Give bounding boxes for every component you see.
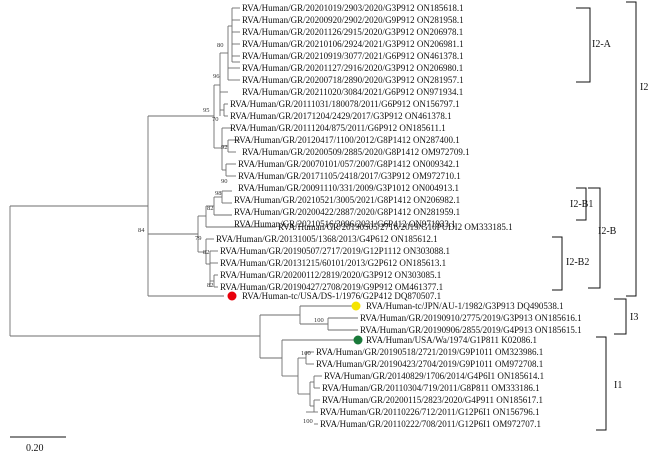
- taxon-label: RVA/Human/GR/20210106/2924/2021/G3P912 O…: [242, 39, 464, 49]
- clade-label-i2-b1: I2-B1: [570, 199, 593, 210]
- scale-bar: 0.20: [10, 436, 66, 452]
- clade-bracket-i2-b: [588, 187, 601, 289]
- taxon-label: RVA/Human/GR/20200509/2885/2020/G8P1412 …: [242, 147, 470, 157]
- taxon-label: RVA/Human/GR/20190507/2717/2019/G12P1112…: [220, 246, 450, 256]
- taxon-label: RVA/Human/GR/20210516/3096/2021/G6P412 O…: [234, 219, 456, 229]
- taxon-label: RVA/Human/GR/20200920/2902/2020/G9P912 O…: [242, 15, 464, 25]
- taxon-label: RVA/Human/GR/20070101/057/2007/G8P1412 O…: [238, 159, 460, 169]
- taxon-label: RVA/Human-tc/JPN/AU-1/1982/G3P913 DQ4905…: [366, 301, 564, 311]
- bootstrap-value: 80: [217, 42, 224, 49]
- taxon-label: RVA/Human/GR/20091110/331/2009/G3P1012 O…: [238, 183, 459, 193]
- taxon-label: RVA/Human/GR/20190910/2775/2019/G3P913 O…: [360, 313, 582, 323]
- ds1-reference-marker: [227, 291, 237, 301]
- taxon-label: RVA/Human/GR/20190505/2716/2019/G10PUDI2…: [278, 222, 513, 232]
- reference-markers: [227, 291, 363, 345]
- taxon-label: RVA/Human/GR/20110226/712/2011/G12P6I1 O…: [320, 407, 539, 417]
- bootstrap-value: 79: [195, 235, 202, 242]
- taxon-label: RVA/Human/GR/20200422/2887/2020/G8P1412 …: [234, 207, 460, 217]
- clade-bracket-i1: [596, 336, 607, 431]
- taxon-labels: RVA/Human/GR/20201019/2903/2020/G3P912 O…: [216, 3, 582, 429]
- taxon-label: RVA/Human/GR/20190906/2855/2019/G4P913 O…: [360, 325, 582, 335]
- taxon-label: RVA/Human/GR/20210919/3077/2021/G6P912 O…: [242, 51, 464, 61]
- taxon-label: RVA/Human/GR/20110222/708/2011/G12P6I1 O…: [320, 419, 541, 429]
- clade-brackets: I2-A I2-B1 I2-B I2-B2 I2 I3 I1: [552, 1, 648, 431]
- bootstrap-value: 98: [215, 190, 222, 197]
- bootstrap-value: 82: [203, 249, 210, 256]
- taxon-label: RVA/Human/GR/20171204/2429/2017/G3P912 O…: [230, 111, 452, 121]
- clade-label-i2-a: I2-A: [592, 39, 612, 50]
- taxon-label: RVA/Human/GR/20201127/2916/2020/G3P912 O…: [242, 63, 463, 73]
- taxon-label: RVA/Human/GR/20200115/2823/2020/G4P911 O…: [322, 395, 543, 405]
- taxon-label: RVA/Human/GR/20201019/2903/2020/G3P912 O…: [242, 3, 464, 13]
- bootstrap-values: 80 96 95 70 92 90 98 82 84 79 82 82 100 …: [138, 42, 324, 425]
- taxon-label: RVA/Human/GR/20200718/2890/2020/G3P912 O…: [242, 75, 464, 85]
- clade-label-i3: I3: [630, 312, 638, 323]
- bootstrap-value: 100: [303, 418, 313, 425]
- bootstrap-value: 90: [221, 178, 228, 185]
- scale-bar-label: 0.20: [26, 443, 44, 452]
- taxon-label: RVA/Human/GR/20140829/1706/2014/G4P6I1 O…: [324, 371, 544, 381]
- bootstrap-value: 100: [301, 350, 311, 357]
- taxon-label: RVA/Human/GR/20110304/719/2011/G8P811 OM…: [322, 383, 540, 393]
- au1-reference-marker: [351, 301, 361, 311]
- clade-label-i2: I2: [640, 82, 648, 93]
- taxon-label: RVA/Human/GR/20190518/2721/2019/G9P1011 …: [316, 347, 543, 357]
- bootstrap-value: 100: [314, 317, 324, 324]
- tree-branches: [9, 7, 360, 425]
- bootstrap-value: 70: [212, 116, 219, 123]
- clade-bracket-i3: [614, 298, 627, 335]
- clade-label-i2-b2: I2-B2: [566, 257, 589, 268]
- taxon-label: RVA/Human/GR/20190423/2704/2019/G9P1011 …: [316, 359, 543, 369]
- wa-reference-marker: [353, 335, 363, 345]
- bootstrap-value: 82: [207, 205, 214, 212]
- clade-label-i1: I1: [614, 380, 622, 391]
- taxon-label: RVA/Human/GR/20131005/1368/2013/G4P612 O…: [216, 234, 438, 244]
- taxon-label: RVA/Human/GR/20190427/2708/2019/G9P912 O…: [220, 282, 443, 292]
- taxon-label: RVA/Human/GR/20131215/60101/2013/G2P612 …: [220, 258, 446, 268]
- taxon-label: RVA/Human-tc/USA/DS-1/1976/G2P412 DQ8705…: [242, 291, 441, 301]
- clade-bracket-i2: [626, 1, 637, 297]
- bootstrap-value: 96: [213, 73, 220, 80]
- bootstrap-value: 82: [207, 282, 214, 289]
- taxon-label: RVA/Human/GR/20171105/2418/2017/G3P912 O…: [238, 171, 461, 181]
- bootstrap-value: 92: [221, 144, 228, 151]
- clade-label-i2-b: I2-B: [598, 226, 617, 237]
- clade-bracket-i2-a: [576, 7, 591, 83]
- taxon-label: RVA/Human/USA/Wa/1974/G1P811 K02086.1: [366, 335, 537, 345]
- taxon-label: RVA/Human/GR/20120417/1100/2012/G8P1412 …: [234, 135, 460, 145]
- bootstrap-value: 84: [138, 227, 145, 234]
- bootstrap-value: 95: [203, 107, 210, 114]
- clade-bracket-i2-b2: [552, 236, 563, 291]
- taxon-label: RVA/Human/GR/20111204/875/2011/G6P912 ON…: [230, 123, 446, 133]
- taxon-label: RVA/Human/GR/20200112/2819/2020/G3P912 O…: [220, 270, 441, 280]
- taxon-label: RVA/Human/GR/20201126/2915/2020/G3P912 O…: [242, 27, 463, 37]
- taxon-label: RVA/Human/GR/20210521/3005/2021/G8P1412 …: [234, 195, 460, 205]
- clade-bracket-i2-b1: [576, 187, 587, 221]
- taxon-label: RVA/Human/GR/20111031/180078/2011/G6P912…: [230, 99, 460, 109]
- taxon-label: RVA/Human/GR/20211020/3084/2021/G6P912 O…: [242, 87, 463, 97]
